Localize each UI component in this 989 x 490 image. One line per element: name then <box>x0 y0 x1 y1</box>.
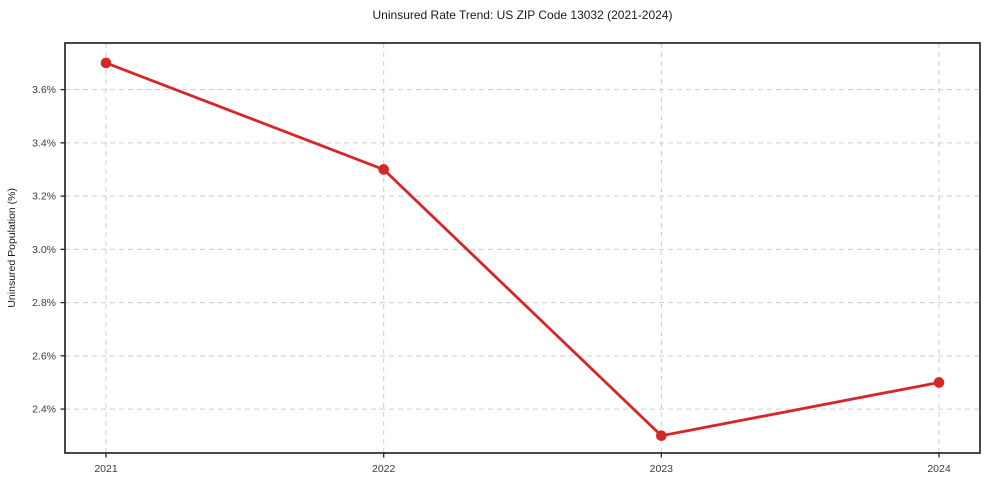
y-tick-label: 3.4% <box>32 137 56 149</box>
trend-line <box>104 61 941 438</box>
x-tick-label: 2024 <box>927 463 951 475</box>
y-tick-label: 2.8% <box>32 297 56 309</box>
data-point-marker <box>656 430 667 441</box>
y-tick-label: 2.6% <box>32 350 56 362</box>
data-point-marker <box>378 164 389 175</box>
y-tick-label: 3.2% <box>32 191 56 203</box>
y-tick-label: 2.4% <box>32 404 56 416</box>
x-tick-label: 2022 <box>372 463 396 475</box>
y-tick-label: 3.0% <box>32 244 56 256</box>
data-point-marker <box>933 377 945 388</box>
x-tick-label: 2021 <box>94 463 118 475</box>
data-point-marker <box>100 57 112 69</box>
plot-border <box>64 42 981 454</box>
y-tick-label: 3.6% <box>32 84 56 96</box>
chart-title: Uninsured Rate Trend: US ZIP Code 13032 … <box>372 8 673 22</box>
x-tick-label: 2023 <box>650 463 674 475</box>
